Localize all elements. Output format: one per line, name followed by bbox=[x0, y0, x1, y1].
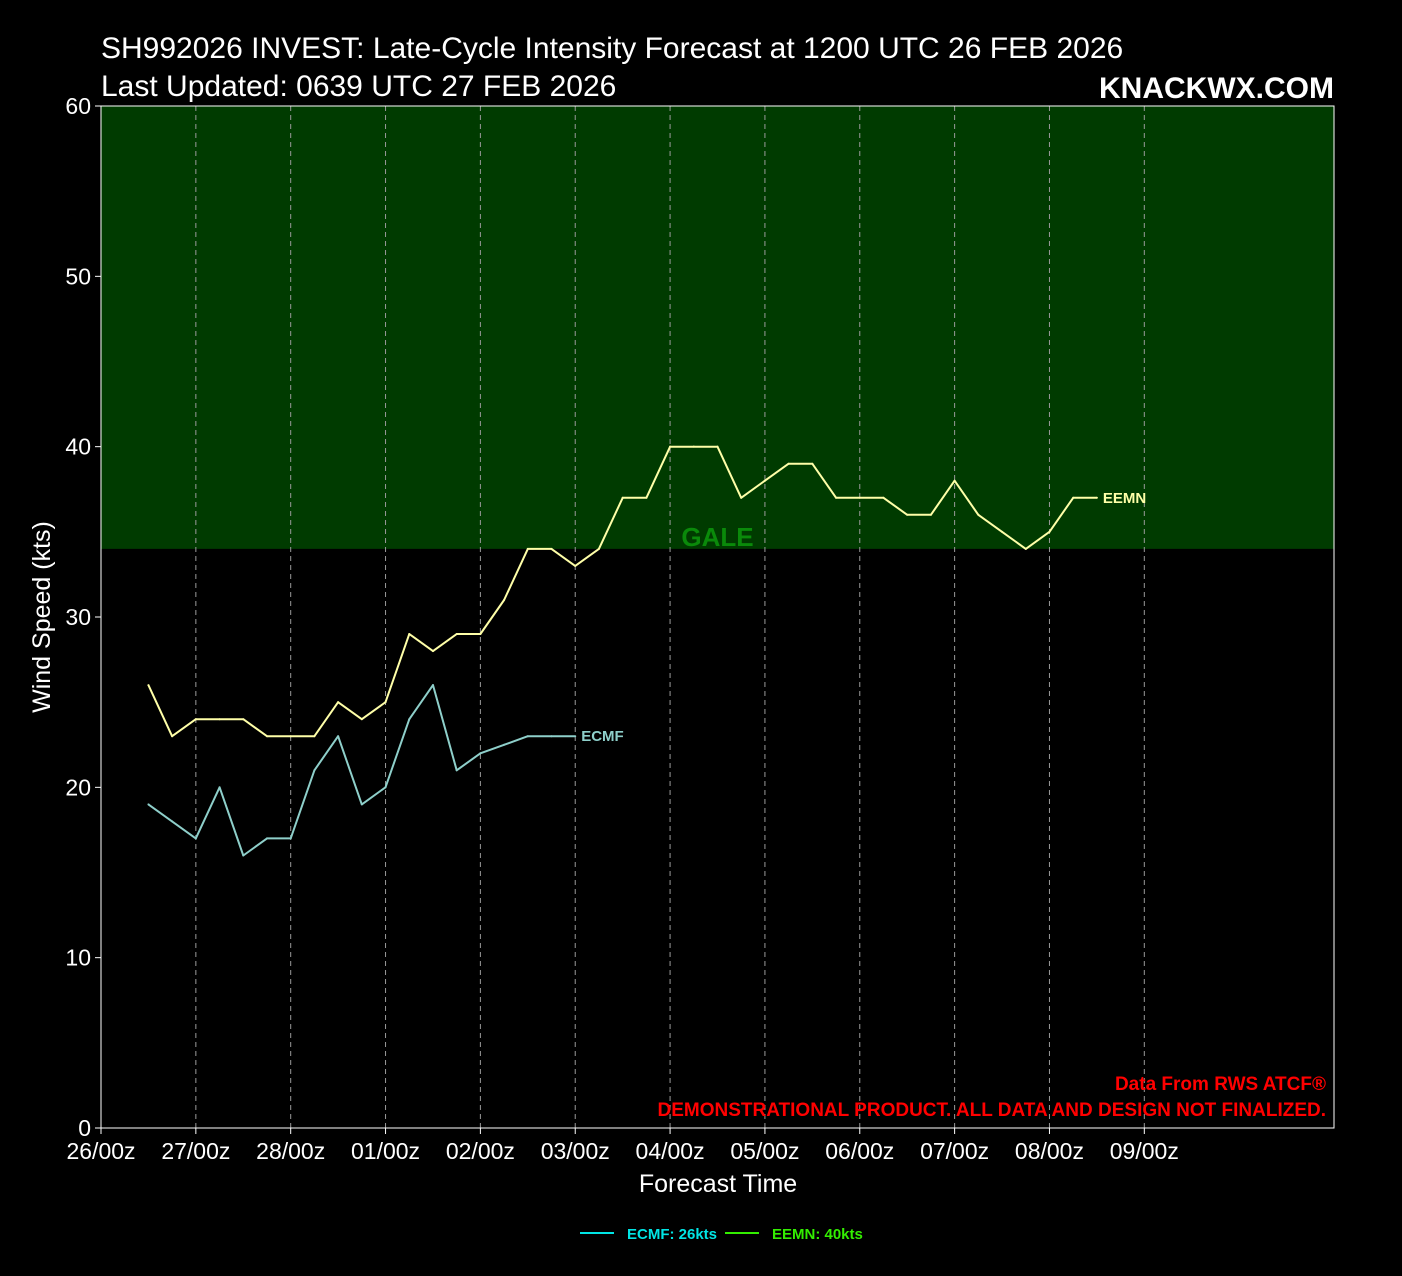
chart-title-line-2: Last Updated: 0639 UTC 27 FEB 2026 bbox=[101, 70, 616, 103]
data-point-eemn bbox=[408, 633, 411, 636]
data-point-eemn bbox=[1095, 496, 1098, 499]
data-point-eemn bbox=[431, 650, 434, 653]
data-point-eemn bbox=[360, 718, 363, 721]
data-point-eemn bbox=[479, 633, 482, 636]
data-point-ecmf bbox=[147, 803, 150, 806]
data-point-eemn bbox=[1048, 530, 1051, 533]
data-point-eemn bbox=[242, 718, 245, 721]
data-point-ecmf bbox=[313, 769, 316, 772]
data-point-eemn bbox=[977, 513, 980, 516]
data-point-ecmf bbox=[337, 735, 340, 738]
data-point-ecmf bbox=[242, 854, 245, 857]
x-tick-label: 27/00z bbox=[161, 1138, 230, 1164]
chart-title-line-1: SH992026 INVEST: Late-Cycle Intensity Fo… bbox=[101, 32, 1123, 65]
legend: ECMF: 26kts EEMN: 40kts bbox=[580, 1226, 863, 1243]
data-point-ecmf bbox=[431, 684, 434, 687]
data-point-eemn bbox=[313, 735, 316, 738]
x-tick-label: 01/00z bbox=[351, 1138, 420, 1164]
plot-area: GALE bbox=[101, 106, 1334, 1128]
data-point-eemn bbox=[1024, 547, 1027, 550]
data-point-eemn bbox=[1001, 530, 1004, 533]
data-point-eemn bbox=[906, 513, 909, 516]
y-tick-label: 60 bbox=[65, 93, 91, 119]
series-end-label-ecmf: ECMF bbox=[581, 728, 624, 745]
data-point-eemn bbox=[597, 547, 600, 550]
data-point-ecmf bbox=[384, 786, 387, 789]
data-point-eemn bbox=[882, 496, 885, 499]
x-tick-label: 26/00z bbox=[66, 1138, 135, 1164]
data-point-eemn bbox=[384, 701, 387, 704]
data-point-eemn bbox=[171, 735, 174, 738]
series-end-label-eemn: EEMN bbox=[1103, 490, 1146, 507]
x-tick-label: 02/00z bbox=[446, 1138, 515, 1164]
data-point-eemn bbox=[503, 598, 506, 601]
x-tick-label: 07/00z bbox=[920, 1138, 989, 1164]
data-point-eemn bbox=[835, 496, 838, 499]
data-point-eemn bbox=[147, 684, 150, 687]
data-point-eemn bbox=[669, 445, 672, 448]
data-point-eemn bbox=[550, 547, 553, 550]
x-axis-ticks: 26/00z 27/00z 28/00z 01/00z 02/00z 03/00z 04/0… bbox=[66, 1128, 1179, 1164]
data-point-ecmf bbox=[218, 786, 221, 789]
data-point-eemn bbox=[716, 445, 719, 448]
y-tick-label: 50 bbox=[65, 263, 91, 289]
x-tick-label: 08/00z bbox=[1015, 1138, 1084, 1164]
data-point-eemn bbox=[621, 496, 624, 499]
data-point-ecmf bbox=[574, 735, 577, 738]
data-point-eemn bbox=[740, 496, 743, 499]
data-point-eemn bbox=[645, 496, 648, 499]
data-point-eemn bbox=[811, 462, 814, 465]
x-axis-label: Forecast Time bbox=[639, 1170, 797, 1198]
brand-logo-text: KNACKWX.COM bbox=[1099, 72, 1334, 105]
x-tick-label: 09/00z bbox=[1110, 1138, 1179, 1164]
data-point-eemn bbox=[455, 633, 458, 636]
data-point-ecmf bbox=[503, 743, 506, 746]
y-tick-label: 10 bbox=[65, 945, 91, 971]
data-point-eemn bbox=[858, 496, 861, 499]
disclaimer-note: DEMONSTRATIONAL PRODUCT. ALL DATA AND DE… bbox=[658, 1100, 1327, 1121]
y-tick-label: 40 bbox=[65, 434, 91, 460]
y-axis-label: Wind Speed (kts) bbox=[28, 521, 56, 713]
legend-entry-eemn: EEMN: 40kts bbox=[772, 1226, 863, 1243]
data-point-eemn bbox=[289, 735, 292, 738]
data-point-eemn bbox=[929, 513, 932, 516]
y-tick-label: 0 bbox=[78, 1115, 91, 1141]
gale-zone bbox=[101, 106, 1334, 549]
x-tick-label: 28/00z bbox=[256, 1138, 325, 1164]
y-axis-ticks: 0 10 20 30 40 50 60 bbox=[65, 93, 101, 1141]
data-point-eemn bbox=[1072, 496, 1075, 499]
data-point-ecmf bbox=[550, 735, 553, 738]
data-point-eemn bbox=[787, 462, 790, 465]
data-point-ecmf bbox=[171, 820, 174, 823]
y-tick-label: 30 bbox=[65, 604, 91, 630]
legend-entry-ecmf: ECMF: 26kts bbox=[627, 1226, 717, 1243]
data-point-ecmf bbox=[265, 837, 268, 840]
data-point-ecmf bbox=[360, 803, 363, 806]
y-tick-label: 20 bbox=[65, 774, 91, 800]
data-point-ecmf bbox=[289, 837, 292, 840]
data-point-ecmf bbox=[455, 769, 458, 772]
data-point-eemn bbox=[692, 445, 695, 448]
data-point-eemn bbox=[763, 479, 766, 482]
data-point-eemn bbox=[526, 547, 529, 550]
x-tick-label: 03/00z bbox=[541, 1138, 610, 1164]
data-point-ecmf bbox=[479, 752, 482, 755]
series-lines: ECMF EEMN bbox=[147, 445, 1146, 857]
x-tick-label: 06/00z bbox=[825, 1138, 894, 1164]
data-point-eemn bbox=[953, 479, 956, 482]
data-source-note: Data From RWS ATCF® bbox=[1115, 1074, 1326, 1095]
x-tick-label: 05/00z bbox=[730, 1138, 799, 1164]
data-point-eemn bbox=[265, 735, 268, 738]
data-point-ecmf bbox=[526, 735, 529, 738]
gale-zone-label: GALE bbox=[681, 522, 753, 552]
x-tick-label: 04/00z bbox=[636, 1138, 705, 1164]
data-point-eemn bbox=[574, 564, 577, 567]
data-point-eemn bbox=[218, 718, 221, 721]
data-point-ecmf bbox=[194, 837, 197, 840]
data-point-eemn bbox=[194, 718, 197, 721]
data-point-eemn bbox=[337, 701, 340, 704]
data-point-ecmf bbox=[408, 718, 411, 721]
